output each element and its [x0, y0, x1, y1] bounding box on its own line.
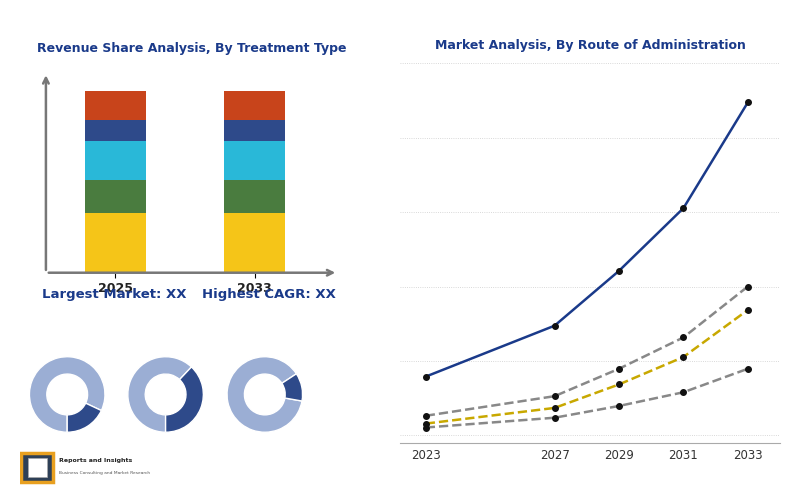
Bar: [224, 213, 286, 273]
Text: Reports and Insights: Reports and Insights: [59, 457, 132, 463]
Wedge shape: [67, 403, 102, 432]
Wedge shape: [227, 356, 302, 432]
Bar: [85, 91, 146, 120]
Bar: [85, 213, 146, 273]
FancyBboxPatch shape: [22, 453, 53, 482]
Wedge shape: [166, 367, 203, 432]
Bar: [85, 180, 146, 213]
Text: Largest Market: XX: Largest Market: XX: [42, 288, 186, 301]
Text: Highest CAGR: XX: Highest CAGR: XX: [202, 288, 335, 301]
Wedge shape: [128, 356, 191, 432]
FancyBboxPatch shape: [28, 458, 47, 477]
Bar: [224, 180, 286, 213]
Bar: [224, 91, 286, 120]
Text: Business Consulting and Market Research: Business Consulting and Market Research: [59, 470, 150, 475]
Title: Market Analysis, By Route of Administration: Market Analysis, By Route of Administrat…: [434, 39, 746, 53]
Bar: [224, 120, 286, 141]
Title: Revenue Share Analysis, By Treatment Type: Revenue Share Analysis, By Treatment Typ…: [38, 42, 346, 55]
Wedge shape: [30, 356, 105, 432]
Wedge shape: [282, 374, 302, 401]
Bar: [85, 120, 146, 141]
Bar: [224, 141, 286, 180]
Text: GLOBAL PROLIFERATIVE DIABETIC RETINOPATHY MARKET SEGMENT ANALYSIS: GLOBAL PROLIFERATIVE DIABETIC RETINOPATH…: [12, 19, 593, 32]
Bar: [85, 141, 146, 180]
